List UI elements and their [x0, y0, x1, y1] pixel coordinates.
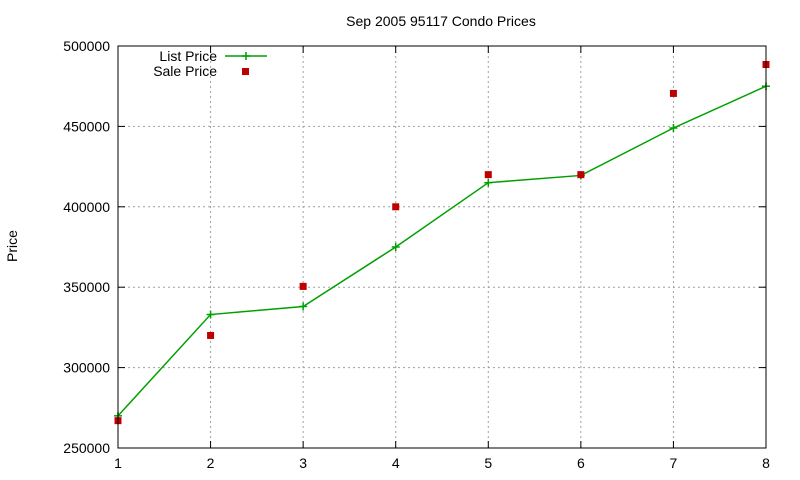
legend: List Price Sale Price [153, 48, 267, 79]
sale-price-point [484, 171, 492, 179]
list-price-point [484, 178, 493, 187]
y-axis-label: Price [4, 230, 20, 262]
y-tick-label: 300000 [63, 360, 110, 376]
list-price-point [206, 310, 215, 319]
sale-price-point [299, 282, 307, 290]
x-tick-label: 8 [762, 455, 770, 471]
y-tick-label: 400000 [63, 199, 110, 215]
x-tick-label: 2 [207, 455, 215, 471]
legend-marker-sale-price [242, 68, 249, 75]
sale-price-point [577, 171, 585, 179]
legend-marker-list-price [242, 52, 250, 60]
legend-label-sale-price: Sale Price [153, 63, 217, 79]
sale-price-point [392, 203, 400, 211]
plot-area [114, 60, 770, 425]
x-tick-label: 1 [114, 455, 122, 471]
sale-price-point [669, 89, 677, 97]
x-tick-label: 5 [484, 455, 492, 471]
x-axis: 1 2 3 4 5 6 7 8 [114, 46, 770, 471]
x-tick-label: 7 [670, 455, 678, 471]
x-tick-label: 4 [392, 455, 400, 471]
x-tick-label: 6 [577, 455, 585, 471]
x-tick-label: 3 [299, 455, 307, 471]
chart-title: Sep 2005 95117 Condo Prices [346, 13, 536, 29]
sale-price-point [207, 331, 215, 339]
grid [118, 46, 766, 448]
list-price-point [391, 243, 400, 251]
list-price-point [669, 124, 678, 133]
list-price-point [299, 302, 308, 311]
legend-label-list-price: List Price [159, 48, 217, 64]
y-axis: 250000 300000 350000 400000 450000 500000 [63, 38, 766, 456]
list-price-line [117, 85, 767, 417]
y-tick-label: 350000 [63, 279, 110, 295]
y-tick-label: 450000 [63, 118, 110, 134]
y-tick-label: 500000 [63, 38, 110, 54]
y-tick-label: 250000 [63, 440, 110, 456]
plot-frame [117, 45, 767, 449]
